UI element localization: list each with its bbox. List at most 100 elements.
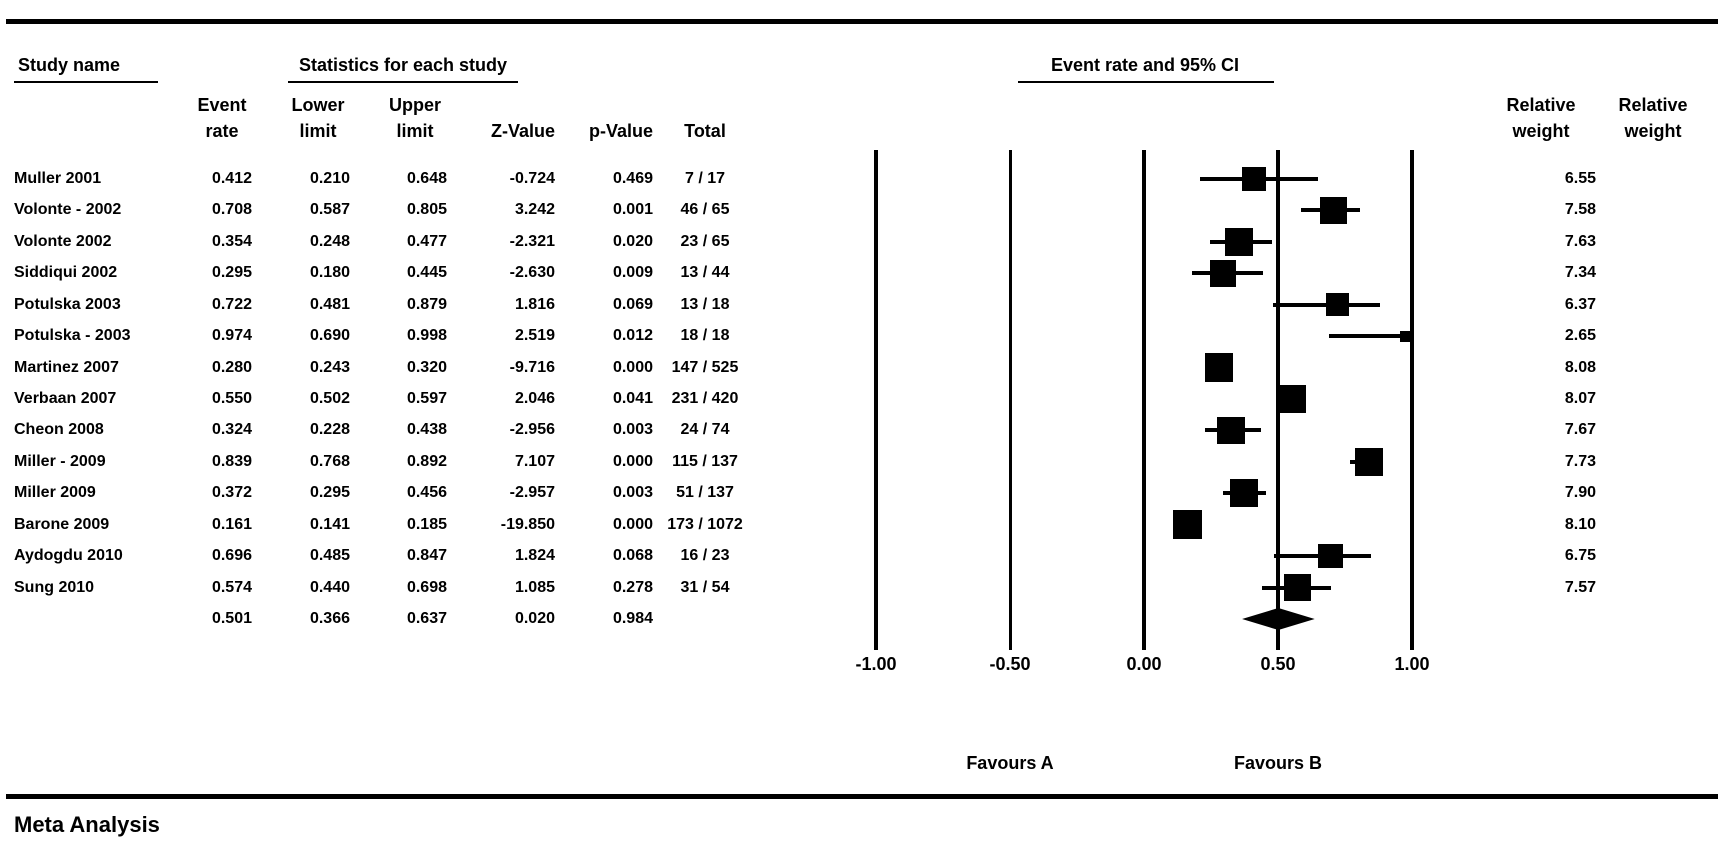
event-rate-value: 0.295 [211, 264, 252, 282]
event-rate-value: 0.372 [211, 484, 252, 502]
x-tick-label: 1.00 [1394, 654, 1430, 674]
study-name: Muller 2001 [14, 170, 102, 187]
study-name: Martinez 2007 [14, 358, 119, 376]
z-value: 2.046 [514, 390, 555, 407]
p-value: 0.003 [612, 421, 653, 439]
lower-limit-value: 0.228 [309, 421, 350, 439]
axis-gridline [874, 150, 878, 650]
x-tick-label: -0.50 [989, 654, 1031, 674]
lower-limit-value: 0.587 [309, 201, 350, 219]
total-value: 7 / 17 [684, 170, 726, 187]
event-rate-value: 0.550 [211, 390, 252, 407]
upper-limit-value: 0.185 [406, 515, 447, 533]
bottom-rule [6, 794, 1718, 799]
lower-limit-value: 0.481 [309, 295, 350, 313]
axis-gridline [1008, 150, 1012, 650]
upper-limit-value: 0.805 [406, 201, 447, 219]
event-rate-value: 0.696 [211, 547, 252, 565]
relative-weight-value: 2.65 [1564, 327, 1596, 345]
event-rate-value: 0.722 [211, 295, 252, 313]
column-header-zvalue: Z-Value [490, 121, 555, 141]
upper-limit-value: 0.477 [406, 232, 447, 250]
relative-weight-value: 7.57 [1564, 578, 1596, 596]
statistics-underline [288, 81, 518, 83]
upper-limit-value: 0.879 [406, 295, 447, 313]
study-name: Volonte 2002 [14, 232, 112, 250]
column-header-limit: limit [396, 121, 434, 141]
study-name: Potulska - 2003 [14, 327, 131, 345]
upper-limit-value: 0.320 [406, 358, 447, 376]
z-value: 7.107 [514, 452, 555, 470]
column-header-lower: Lower [291, 95, 345, 115]
lower-limit-value: 0.440 [309, 578, 350, 596]
upper-limit-value: 0.847 [406, 547, 447, 565]
upper-limit-value: 0.597 [406, 390, 447, 407]
study-name: Miller - 2009 [14, 452, 106, 470]
study-name: Potulska 2003 [14, 295, 121, 313]
statistics-header: Statistics for each study [298, 55, 508, 75]
summary-event-rate: 0.501 [211, 610, 252, 628]
event-rate-value: 0.280 [211, 358, 252, 376]
relative-weight-value: 6.37 [1564, 295, 1596, 313]
z-value: -2.630 [509, 264, 555, 282]
study-name: Verbaan 2007 [14, 390, 117, 407]
z-value: 1.085 [514, 578, 555, 596]
effect-square [1320, 196, 1348, 225]
effect-square [1399, 330, 1411, 342]
p-value: 0.041 [612, 390, 653, 407]
lower-limit-value: 0.243 [309, 358, 350, 376]
effect-square [1204, 353, 1234, 383]
z-value: 1.816 [514, 295, 555, 313]
p-value: 0.469 [612, 170, 653, 187]
relative-weight-value: 6.55 [1564, 170, 1596, 187]
lower-limit-value: 0.768 [309, 452, 350, 470]
lower-limit-value: 0.502 [309, 390, 350, 407]
relative-weight-value: 6.75 [1564, 547, 1596, 565]
relative-weight-value: 7.90 [1564, 484, 1596, 502]
x-tick-label: 0.00 [1126, 654, 1162, 674]
effect-square [1318, 543, 1343, 569]
study-name: Volonte - 2002 [14, 201, 122, 219]
study-name: Sung 2010 [14, 578, 95, 596]
z-value: -2.321 [509, 232, 555, 250]
summary-upper-limit: 0.637 [406, 610, 447, 628]
axis-gridline [1276, 150, 1280, 650]
summary-z-value: 0.020 [514, 610, 555, 628]
relative-weight-value: 7.67 [1564, 421, 1596, 439]
study-name: Barone 2009 [14, 515, 110, 533]
favours-right-label: Favours B [1233, 753, 1323, 773]
study-name-header: Study name [18, 55, 121, 75]
p-value: 0.012 [612, 327, 653, 345]
total-value: 115 / 137 [672, 452, 738, 470]
relative-weight-value: 8.08 [1564, 358, 1596, 376]
total-value: 147 / 525 [671, 358, 739, 376]
study-name: Siddiqui 2002 [14, 264, 118, 282]
column-header-weight: weight [1512, 121, 1570, 141]
total-value: 23 / 65 [680, 232, 730, 250]
lower-limit-value: 0.690 [309, 327, 350, 345]
total-value: 13 / 18 [680, 295, 730, 313]
z-value: 3.242 [514, 201, 555, 219]
event-rate-value: 0.974 [211, 327, 252, 345]
effect-square [1354, 447, 1383, 476]
z-value: 2.519 [514, 327, 555, 345]
column-header-pvalue: p-Value [588, 121, 653, 141]
relative-weight-value: 7.58 [1564, 201, 1596, 219]
upper-limit-value: 0.445 [406, 264, 447, 282]
total-value: 16 / 23 [680, 547, 730, 565]
upper-limit-value: 0.648 [406, 170, 447, 187]
column-header-event: Event [197, 95, 247, 115]
p-value: 0.068 [612, 547, 653, 565]
effect-square [1225, 228, 1253, 256]
column-header-weight: weight [1624, 121, 1682, 141]
relative-weight-value: 8.07 [1564, 390, 1596, 407]
ci-plot-header: Event rate and 95% CI [1050, 55, 1240, 75]
upper-limit-value: 0.892 [406, 452, 447, 470]
total-value: 13 / 44 [680, 264, 730, 282]
p-value: 0.003 [612, 484, 653, 502]
axis-gridline [1410, 150, 1414, 650]
p-value: 0.069 [612, 295, 653, 313]
event-rate-value: 0.324 [211, 421, 252, 439]
study-name-underline [14, 81, 158, 83]
